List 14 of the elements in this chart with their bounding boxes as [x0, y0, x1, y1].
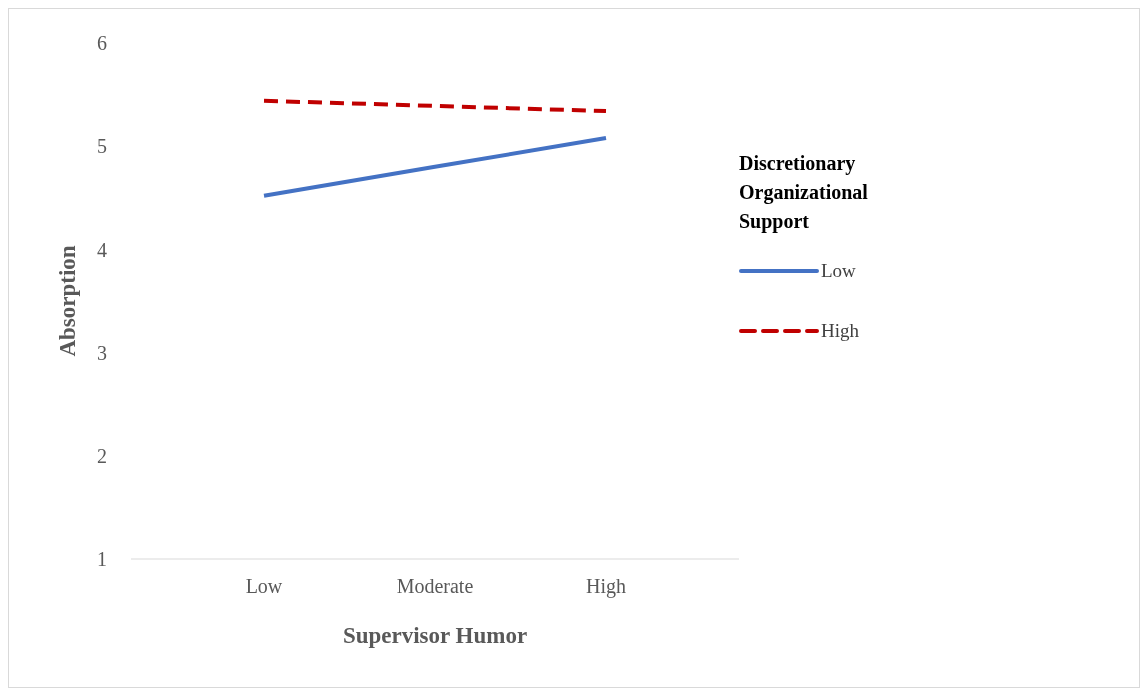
x-tick-label: High — [586, 575, 626, 599]
x-tick-label: Low — [245, 575, 283, 598]
legend-label: High — [821, 320, 859, 342]
y-tick-label: 4 — [97, 238, 107, 261]
y-tick-label: 5 — [97, 135, 107, 158]
legend-label: Low — [821, 260, 856, 282]
x-axis-title: Supervisor Humor — [342, 623, 528, 648]
y-tick-label: 2 — [97, 444, 107, 467]
x-tick-label: Moderate — [396, 575, 474, 598]
legend-title: Discretionary Organizational Support — [739, 151, 869, 235]
y-tick-label: 1 — [97, 548, 107, 571]
y-tick-label: 3 — [97, 341, 107, 364]
y-axis-title: Absorption — [55, 245, 81, 357]
y-tick-label: 6 — [97, 32, 107, 55]
